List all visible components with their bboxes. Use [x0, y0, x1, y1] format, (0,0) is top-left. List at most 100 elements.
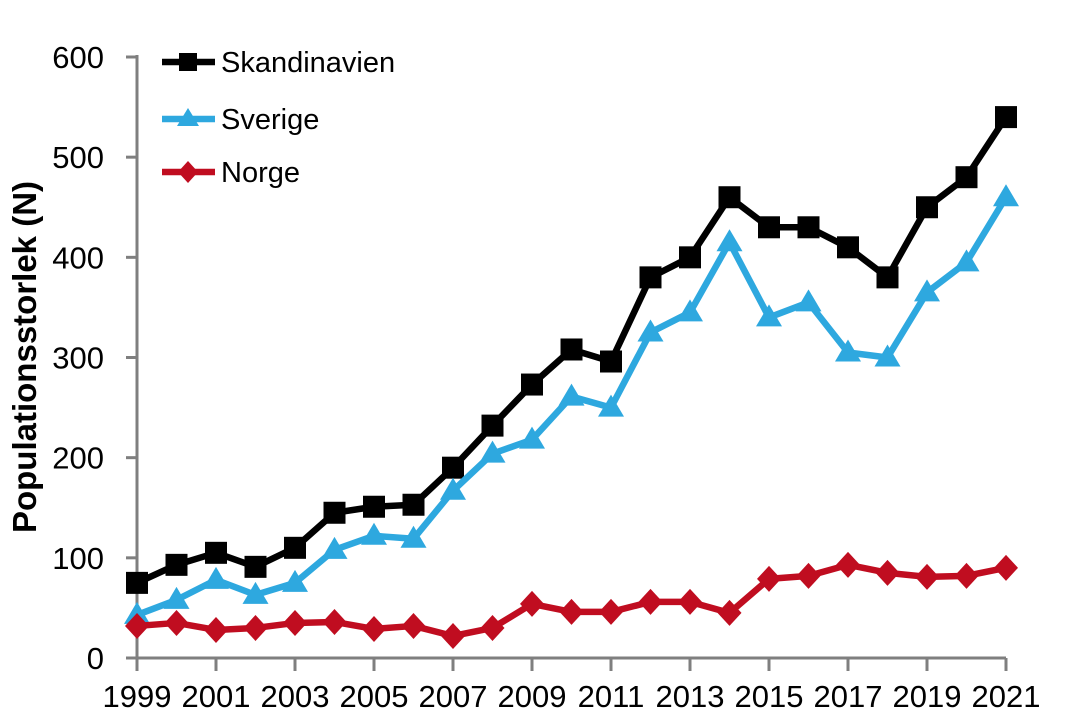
series-sverige-point: [756, 304, 782, 327]
y-tick-label: 0: [87, 641, 104, 676]
x-tick-label: 2017: [814, 679, 883, 714]
series-norge-point: [678, 588, 702, 615]
x-tick-label: 2003: [261, 679, 330, 714]
series-skandinavien-point: [323, 501, 346, 524]
series-skandinavien-point: [481, 414, 504, 437]
legend-marker-diamond-icon: [178, 161, 198, 183]
series-skandinavien-point: [521, 373, 543, 396]
series-norge: [125, 551, 1018, 649]
series-sverige-point: [400, 525, 427, 548]
x-tick-label: 2019: [893, 679, 962, 714]
series-sverige-point: [558, 383, 585, 406]
series-norge-point: [441, 622, 465, 649]
series-norge-point: [717, 599, 742, 626]
series-skandinavien-point: [600, 350, 622, 373]
series-sverige-point: [282, 569, 308, 592]
y-axis-title: Populationsstorlek (N): [6, 181, 43, 533]
legend-item-skandinavien: Skandinavien: [162, 47, 395, 79]
series-sverige-point: [716, 229, 743, 252]
series-sverige-line: [135, 195, 1009, 618]
series-norge-point: [796, 562, 821, 589]
series-skandinavien-point: [639, 266, 662, 289]
series-sverige-point: [795, 289, 822, 312]
x-tick-label: 2021: [972, 679, 1041, 714]
legend: Skandinavien Sverige Norge: [162, 47, 395, 189]
series-skandinavien-point: [955, 166, 978, 189]
series-sverige: [124, 184, 1019, 624]
series-norge-point: [559, 598, 584, 625]
series-norge-point: [638, 588, 663, 615]
series-sverige-point: [163, 586, 190, 609]
legend-label: Norge: [221, 157, 300, 189]
series-norge-point: [915, 563, 939, 590]
series-skandinavien-point: [797, 216, 820, 239]
series-skandinavien-point: [995, 106, 1017, 129]
series-norge-point: [164, 609, 189, 636]
y-tick-label: 600: [52, 40, 104, 75]
series-skandinavien-point: [876, 266, 899, 289]
legend-item-norge: Norge: [162, 157, 300, 189]
y-tick-label: 100: [52, 541, 104, 576]
y-tick-label: 200: [52, 441, 104, 476]
x-tick-label: 2005: [340, 679, 409, 714]
legend-item-sverige: Sverige: [162, 104, 319, 136]
series-norge-point: [520, 590, 544, 617]
series-norge-point: [322, 608, 347, 635]
series-skandinavien-point: [718, 186, 741, 209]
series-sverige-point: [479, 440, 506, 463]
series-skandinavien-point: [244, 555, 267, 578]
series-norge-point: [125, 612, 149, 639]
series-skandinavien-point: [560, 338, 583, 361]
series-skandinavien-point: [363, 495, 385, 518]
series-skandinavien-point: [126, 571, 148, 594]
series-skandinavien-point: [284, 536, 306, 559]
series-norge-point: [283, 609, 307, 636]
legend-label: Sverige: [221, 104, 319, 136]
series-sverige-point: [203, 566, 229, 589]
series-skandinavien-point: [442, 456, 464, 479]
x-tick-label: 2013: [656, 679, 725, 714]
x-tick-label: 2009: [498, 679, 567, 714]
series-skandinavien-point: [165, 553, 188, 576]
series-sverige-point: [519, 426, 545, 449]
series-skandinavien-point: [679, 246, 701, 269]
series-sverige-point: [637, 319, 664, 342]
series-skandinavien: [126, 106, 1017, 594]
series-norge-point: [836, 551, 860, 578]
series-sverige-point: [835, 339, 861, 362]
x-tick-label: 2001: [182, 679, 251, 714]
series-norge-point: [875, 559, 900, 586]
x-tick-label: 2011: [578, 679, 645, 714]
series-skandinavien-point: [205, 541, 227, 564]
series-norge-point: [362, 615, 386, 642]
y-tick-label: 400: [52, 240, 104, 275]
series-sverige-point: [993, 184, 1019, 207]
series-sverige-point: [677, 299, 703, 322]
series-sverige-point: [598, 394, 624, 417]
series-sverige-point: [321, 536, 348, 559]
series-sverige-point: [124, 601, 150, 624]
series-sverige-point: [874, 344, 901, 367]
x-tick-label: 1999: [103, 679, 172, 714]
series-sverige-point: [242, 581, 269, 604]
series-skandinavien-point: [758, 216, 780, 239]
x-tick-label: 2007: [419, 679, 488, 714]
series-norge-point: [204, 616, 228, 643]
axis-labels: 0 100 200 300 400 500 600 1999 2001 2003 2005 2007 2…: [6, 40, 1040, 714]
series-norge-point: [243, 614, 268, 641]
y-tick-label: 500: [52, 140, 104, 175]
x-tick-label: 2015: [735, 679, 804, 714]
y-tick-label: 300: [52, 341, 104, 376]
series-sverige-point: [361, 522, 387, 545]
series-sverige-point: [440, 477, 466, 500]
legend-marker-square-icon: [179, 53, 197, 71]
series-skandinavien-point: [402, 493, 425, 516]
data-series: [124, 106, 1019, 649]
legend-marker-triangle-up-icon: [177, 108, 199, 126]
series-norge-point: [757, 565, 781, 592]
series-norge-point: [401, 612, 426, 639]
series-norge-point: [954, 562, 979, 589]
legend-label: Skandinavien: [221, 47, 395, 79]
